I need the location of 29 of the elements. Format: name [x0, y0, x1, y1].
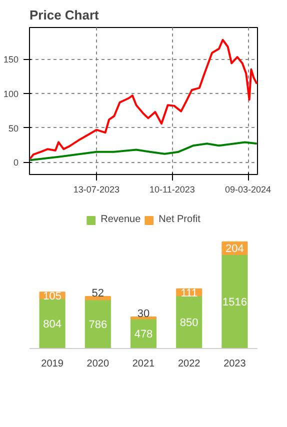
y-tick-label: 50 [8, 123, 19, 134]
y-tick-label: 100 [3, 88, 19, 99]
data-label: 204 [226, 243, 244, 256]
x-tick-label: 2023 [224, 358, 246, 370]
x-tick-label: 10-11-2023 [150, 184, 195, 194]
data-label: 1516 [222, 296, 247, 308]
x-tick-label: 2021 [132, 358, 156, 370]
x-tick-label: 09-03-2024 [225, 184, 272, 194]
y-tick-label: 0 [13, 158, 19, 168]
data-label: 105 [43, 290, 62, 302]
data-label: 478 [134, 328, 153, 341]
data-label: 850 [180, 317, 198, 330]
legend-label: Net Profit [158, 214, 200, 225]
x-tick-label: 13-07-2023 [73, 184, 120, 194]
line-series [30, 38, 258, 160]
data-label: 111 [180, 287, 198, 300]
line-series [30, 141, 258, 162]
y-tick-label: 150 [3, 54, 19, 65]
x-tick-label: 2020 [86, 358, 110, 370]
chart-title: Price Chart [30, 8, 100, 22]
x-tick-label: 2022 [178, 358, 201, 370]
bar [176, 295, 202, 348]
legend-label: Revenue [100, 214, 141, 225]
bar [39, 298, 66, 348]
bar [222, 254, 248, 348]
data-label: 804 [43, 318, 62, 331]
bar [84, 299, 111, 348]
x-tick-label: 2019 [41, 358, 64, 370]
data-label: 786 [88, 319, 108, 332]
